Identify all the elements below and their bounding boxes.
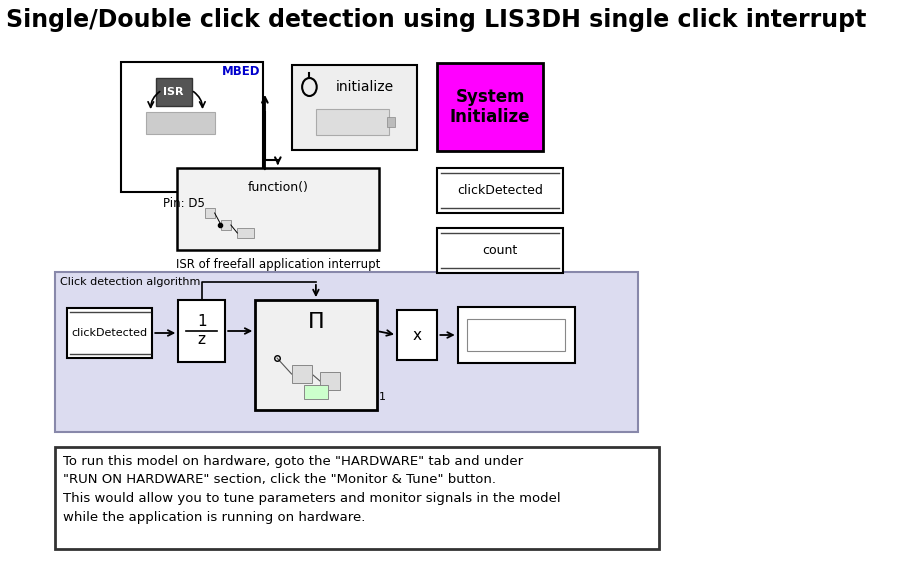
FancyBboxPatch shape	[437, 168, 563, 213]
FancyBboxPatch shape	[177, 168, 379, 250]
FancyBboxPatch shape	[292, 65, 418, 150]
FancyBboxPatch shape	[255, 300, 376, 410]
Text: Click detection algorithm: Click detection algorithm	[60, 277, 200, 287]
FancyBboxPatch shape	[145, 112, 215, 134]
FancyBboxPatch shape	[178, 300, 225, 362]
Text: z: z	[198, 332, 206, 347]
FancyBboxPatch shape	[55, 447, 658, 549]
Text: System
Initialize: System Initialize	[450, 88, 531, 127]
Text: 1: 1	[379, 392, 386, 402]
FancyBboxPatch shape	[467, 319, 566, 351]
Text: Pin: D5: Pin: D5	[163, 197, 206, 210]
Text: initialize: initialize	[336, 80, 394, 94]
Text: Single/Double click detection using LIS3DH single click interrupt: Single/Double click detection using LIS3…	[6, 8, 867, 32]
Text: 1: 1	[197, 315, 207, 329]
Text: To run this model on hardware, goto the "HARDWARE" tab and under
"RUN ON HARDWAR: To run this model on hardware, goto the …	[63, 455, 561, 524]
FancyBboxPatch shape	[304, 385, 328, 399]
FancyBboxPatch shape	[316, 109, 389, 135]
FancyBboxPatch shape	[221, 220, 231, 230]
Text: count: count	[482, 244, 518, 257]
FancyBboxPatch shape	[67, 308, 153, 358]
Text: x: x	[413, 328, 422, 342]
FancyBboxPatch shape	[320, 372, 340, 390]
Text: MBED: MBED	[223, 65, 260, 78]
FancyBboxPatch shape	[458, 307, 575, 363]
Text: clickDetected: clickDetected	[457, 184, 543, 197]
FancyBboxPatch shape	[387, 117, 395, 127]
FancyBboxPatch shape	[121, 62, 263, 192]
FancyBboxPatch shape	[155, 78, 192, 106]
FancyBboxPatch shape	[55, 272, 638, 432]
Text: clickDetected: clickDetected	[72, 328, 148, 338]
Text: function(): function()	[247, 181, 308, 194]
Text: Π: Π	[308, 312, 324, 332]
FancyBboxPatch shape	[437, 63, 542, 151]
FancyBboxPatch shape	[205, 208, 215, 218]
FancyBboxPatch shape	[237, 228, 253, 238]
Text: ISR of freefall application interrupt: ISR of freefall application interrupt	[176, 258, 380, 271]
FancyBboxPatch shape	[292, 365, 312, 383]
FancyBboxPatch shape	[397, 310, 437, 360]
Text: ISR: ISR	[163, 87, 184, 97]
FancyBboxPatch shape	[437, 228, 563, 273]
